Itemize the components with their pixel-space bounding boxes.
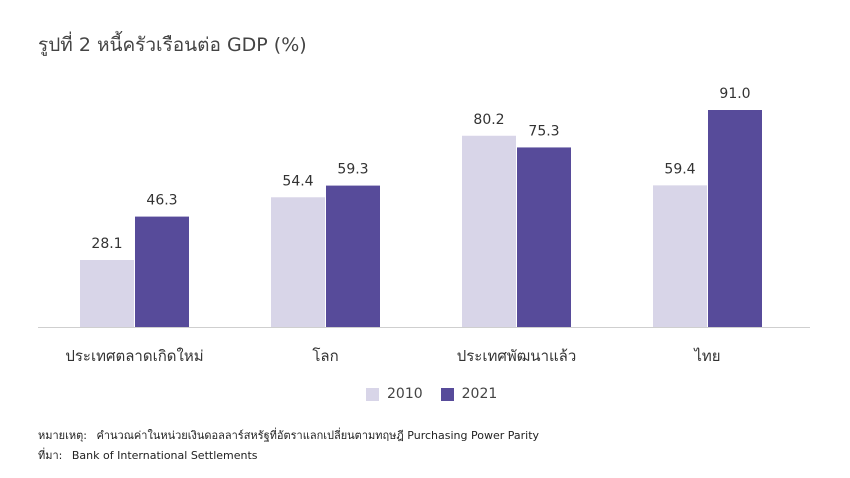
value-label-2010-2: 80.2 [473, 112, 504, 128]
remark-label: หมายเหตุ: [38, 429, 87, 442]
legend-label-2021: 2021 [461, 386, 498, 402]
value-label-2021-1: 59.3 [337, 162, 368, 178]
category-label-0: ประเทศตลาดเกิดใหม่ [65, 347, 203, 365]
value-label-2021-2: 75.3 [528, 123, 559, 139]
value-label-2010-3: 59.4 [664, 161, 695, 177]
remark-text: คำนวณค่าในหน่วยเงินดอลลาร์สหรัฐที่อัตราแ… [96, 429, 540, 442]
source-label: ที่มา: [38, 449, 63, 462]
legend-item-2021: 2021 [440, 386, 498, 402]
category-label-3: ไทย [693, 347, 720, 365]
bar-2021-1 [326, 185, 380, 327]
legend-item-2010: 2010 [366, 386, 423, 402]
chart-title: รูปที่ 2 หนี้ครัวเรือนต่อ GDP (%) [38, 34, 307, 56]
bar-2021-0 [135, 216, 189, 327]
bar-2021-2 [517, 147, 571, 327]
category-label-2: ประเทศพัฒนาแล้ว [457, 347, 577, 365]
source-note: ที่มา: Bank of International Settlements [38, 446, 258, 464]
value-label-2021-3: 91.0 [719, 86, 750, 102]
value-label-2010-0: 28.1 [91, 236, 122, 252]
bar-2021-3 [708, 110, 762, 327]
category-label-1: โลก [312, 347, 338, 365]
bar-2010-0 [80, 259, 134, 327]
bar-2010-1 [271, 197, 325, 327]
value-label-2021-0: 46.3 [146, 193, 177, 209]
remark-note: หมายเหตุ: คำนวณค่าในหน่วยเงินดอลลาร์สหรั… [38, 426, 539, 444]
bar-2010-3 [653, 185, 707, 327]
bar-2010-2 [462, 135, 516, 327]
legend-label-2010: 2010 [387, 386, 423, 402]
legend: 2010 2021 [366, 386, 515, 402]
source-text: Bank of International Settlements [71, 449, 258, 462]
legend-swatch-2010 [366, 387, 379, 401]
legend-swatch-2021 [440, 387, 454, 401]
value-label-2010-1: 54.4 [282, 173, 313, 189]
